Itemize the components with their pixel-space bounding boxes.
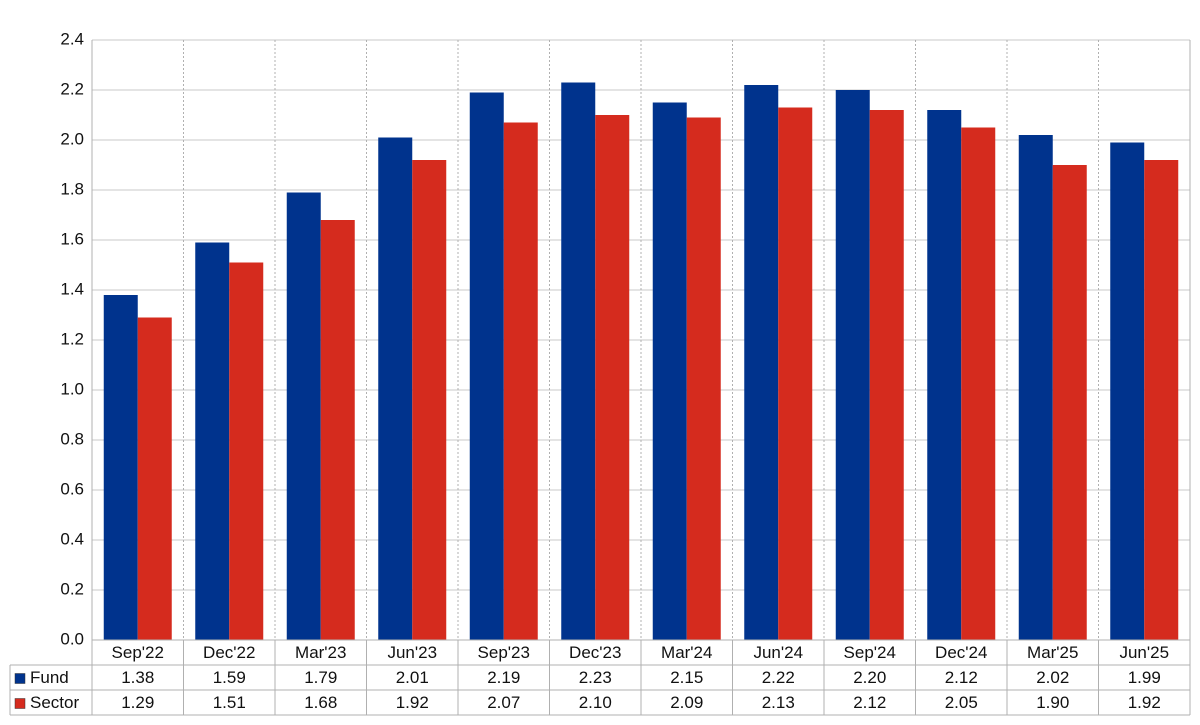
table-value: 1.68: [304, 693, 337, 712]
y-tick-label: 1.6: [60, 229, 84, 248]
bar: [1052, 165, 1087, 640]
bar: [1110, 142, 1145, 640]
bar: [286, 192, 321, 640]
bar: [103, 295, 138, 640]
bar: [469, 92, 504, 640]
y-tick-label: 1.4: [60, 279, 84, 298]
table-value: 2.07: [487, 693, 520, 712]
y-tick-label: 0.6: [60, 479, 84, 498]
table-value: 2.12: [945, 668, 978, 687]
bar: [927, 110, 962, 640]
x-tick-label: Jun'24: [753, 643, 803, 662]
table-value: 2.09: [670, 693, 703, 712]
y-tick-label: 0.2: [60, 579, 84, 598]
bar: [869, 110, 904, 640]
legend-label: Sector: [30, 693, 79, 712]
legend-label: Fund: [30, 668, 69, 687]
bar: [686, 117, 721, 640]
x-tick-label: Sep'24: [844, 643, 896, 662]
bar: [229, 262, 264, 640]
x-tick-label: Jun'25: [1119, 643, 1169, 662]
bar: [503, 122, 538, 640]
x-tick-label: Mar'25: [1027, 643, 1078, 662]
table-value: 1.79: [304, 668, 337, 687]
table-value: 1.51: [213, 693, 246, 712]
table-value: 1.92: [1128, 693, 1161, 712]
table-value: 1.90: [1036, 693, 1069, 712]
x-tick-label: Dec'23: [569, 643, 621, 662]
table-value: 2.23: [579, 668, 612, 687]
y-tick-label: 1.8: [60, 179, 84, 198]
bar: [1144, 160, 1179, 640]
y-tick-label: 0.4: [60, 529, 84, 548]
legend-swatch: [14, 698, 26, 709]
bar: [1018, 135, 1053, 640]
y-tick-label: 0.8: [60, 429, 84, 448]
table-value: 1.29: [121, 693, 154, 712]
y-tick-label: 1.0: [60, 379, 84, 398]
x-tick-label: Sep'22: [112, 643, 164, 662]
table-value: 1.92: [396, 693, 429, 712]
table-value: 1.99: [1128, 668, 1161, 687]
table-value: 2.22: [762, 668, 795, 687]
legend-swatch: [14, 673, 26, 684]
x-tick-label: Jun'23: [387, 643, 437, 662]
table-value: 1.59: [213, 668, 246, 687]
bar: [744, 85, 779, 640]
y-tick-label: 2.0: [60, 129, 84, 148]
table-value: 2.19: [487, 668, 520, 687]
table-value: 1.38: [121, 668, 154, 687]
table-value: 2.02: [1036, 668, 1069, 687]
table-value: 2.05: [945, 693, 978, 712]
bar: [412, 160, 447, 640]
bar: [652, 102, 687, 640]
bar: [320, 220, 355, 640]
bar: [378, 137, 413, 640]
bar: [961, 127, 996, 640]
y-tick-label: 2.4: [60, 29, 84, 48]
bar: [137, 317, 172, 640]
table-value: 2.12: [853, 693, 886, 712]
x-tick-label: Dec'22: [203, 643, 255, 662]
y-tick-label: 2.2: [60, 79, 84, 98]
bar: [195, 242, 230, 640]
table-value: 2.20: [853, 668, 886, 687]
bar: [778, 107, 813, 640]
bar: [595, 115, 630, 640]
table-value: 2.01: [396, 668, 429, 687]
bar: [561, 82, 596, 640]
y-tick-label: 0.0: [60, 629, 84, 648]
x-tick-label: Sep'23: [478, 643, 530, 662]
table-value: 2.15: [670, 668, 703, 687]
table-value: 2.13: [762, 693, 795, 712]
x-tick-label: Mar'24: [661, 643, 712, 662]
x-tick-label: Mar'23: [295, 643, 346, 662]
x-tick-label: Dec'24: [935, 643, 987, 662]
bar: [835, 90, 870, 640]
table-value: 2.10: [579, 693, 612, 712]
y-tick-label: 1.2: [60, 329, 84, 348]
